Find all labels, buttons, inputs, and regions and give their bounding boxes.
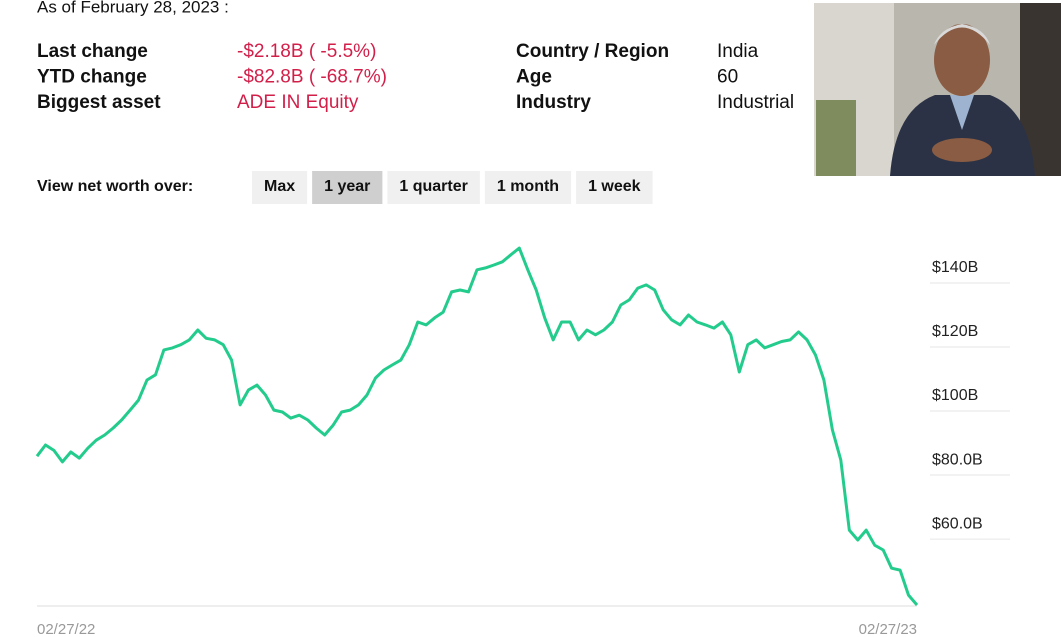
- photo-suit: [890, 95, 1035, 176]
- range-button-label[interactable]: Max: [264, 178, 295, 195]
- stat-value: -$2.18B ( -5.5%): [237, 41, 376, 62]
- stat-label: Last change: [37, 41, 148, 62]
- stat-value: -$82.8B ( -68.7%): [237, 67, 387, 88]
- as-of: As of February 28, 2023 :: [37, 0, 229, 16]
- chart: $140B $120B $100B $80.0B $60.0B 02/27/22 02/27…: [35, 246, 1010, 637]
- range-button-label[interactable]: 1 week: [588, 178, 641, 195]
- y-tick-label: $140B: [932, 259, 978, 276]
- range-button-label[interactable]: 1 quarter: [399, 178, 467, 195]
- stat-value: India: [717, 41, 759, 62]
- stat-value: 60: [717, 67, 738, 88]
- y-tick-label: $60.0B: [932, 515, 983, 532]
- photo-trees: [816, 100, 856, 176]
- y-tick-label: $100B: [932, 387, 978, 404]
- photo: [814, 3, 1061, 176]
- y-tick-label: $80.0B: [932, 451, 983, 468]
- x-tick-label: 02/27/22: [37, 621, 95, 637]
- range-button[interactable]: [484, 171, 572, 204]
- stat-value: Industrial: [717, 92, 794, 113]
- photo-face: [934, 24, 990, 96]
- stat-value: ADE IN Equity: [237, 92, 359, 113]
- stat-label: Industry: [516, 92, 591, 113]
- stat-label: Country / Region: [516, 41, 669, 62]
- y-tick-label: $120B: [932, 323, 978, 340]
- photo-hair: [934, 24, 990, 45]
- net-worth-line: [35, 246, 919, 606]
- photo-hands: [932, 138, 992, 162]
- range-button[interactable]: [312, 171, 383, 204]
- range-button[interactable]: [252, 171, 308, 204]
- stat-label: YTD change: [37, 67, 147, 88]
- range-button-label[interactable]: 1 month: [497, 178, 559, 195]
- range-button[interactable]: [576, 171, 653, 204]
- controls-label: View net worth over:: [37, 178, 193, 195]
- stat-label: Biggest asset: [37, 92, 161, 113]
- stats: Last change -$2.18B ( -5.5%) YTD change -$8…: [37, 41, 794, 113]
- stat-label: Age: [516, 67, 552, 88]
- photo-shirt: [950, 95, 974, 130]
- x-tick-label: 02/27/23: [859, 621, 917, 637]
- range-buttons: Max 1 year 1 quarter 1 month 1 week: [252, 171, 653, 204]
- range-button-label[interactable]: 1 year: [324, 178, 370, 195]
- range-button[interactable]: [387, 171, 480, 204]
